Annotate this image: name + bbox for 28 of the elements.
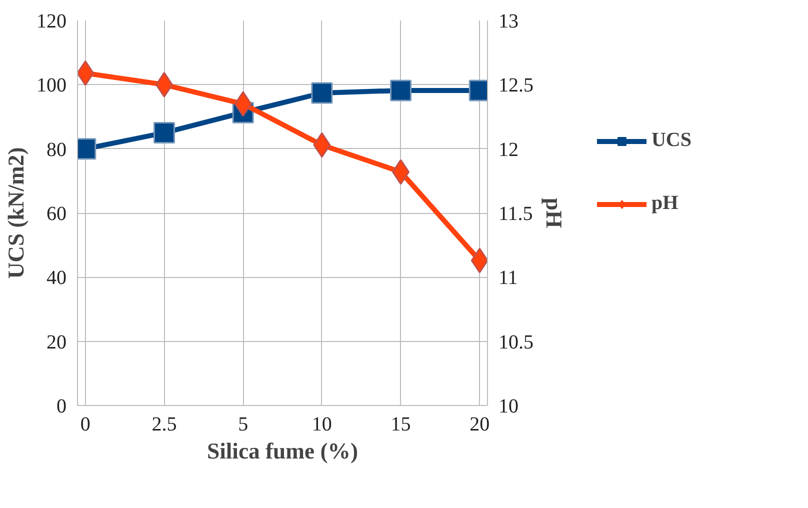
y2-tick-label: 11 bbox=[498, 267, 518, 290]
y2-tick-label: 11.5 bbox=[498, 203, 533, 225]
y-tick-label: 80 bbox=[46, 138, 66, 161]
y-tick-label: 20 bbox=[46, 331, 66, 354]
y-tick-label: 100 bbox=[36, 74, 66, 97]
point bbox=[311, 82, 333, 104]
point bbox=[153, 122, 175, 144]
y2-tick-label: 13 bbox=[498, 10, 518, 32]
x-tick-label: 2.5 bbox=[152, 414, 177, 436]
y2-tick-label: 10 bbox=[498, 396, 518, 418]
y2-tick-label: 12 bbox=[498, 138, 518, 161]
point bbox=[390, 80, 412, 102]
x-tick-label: 15 bbox=[390, 414, 411, 436]
legend-label: pH bbox=[651, 192, 678, 215]
y2-axis-title: pH bbox=[542, 198, 566, 228]
y-tick-label: 60 bbox=[46, 203, 66, 225]
x-tick-label: 5 bbox=[238, 414, 248, 436]
y2-tick-label: 10.5 bbox=[498, 331, 534, 354]
y-tick-label: 0 bbox=[56, 396, 66, 418]
x-axis-title: Silica fume (%) bbox=[206, 438, 358, 464]
x-tick-label: 20 bbox=[470, 414, 490, 436]
y-axis-title: UCS (kN/m2) bbox=[4, 147, 28, 279]
y-tick-label: 120 bbox=[36, 10, 66, 32]
y-tick-label: 40 bbox=[46, 267, 66, 290]
legend-label: UCS bbox=[651, 129, 692, 152]
x-tick-label: 0 bbox=[80, 414, 90, 436]
y2-tick-label: 12.5 bbox=[498, 74, 534, 97]
x-tick-label: 10 bbox=[312, 414, 332, 436]
